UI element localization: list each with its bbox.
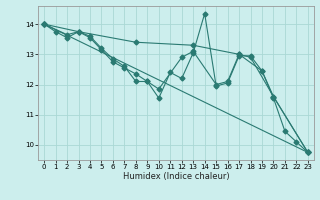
X-axis label: Humidex (Indice chaleur): Humidex (Indice chaleur) [123, 172, 229, 181]
